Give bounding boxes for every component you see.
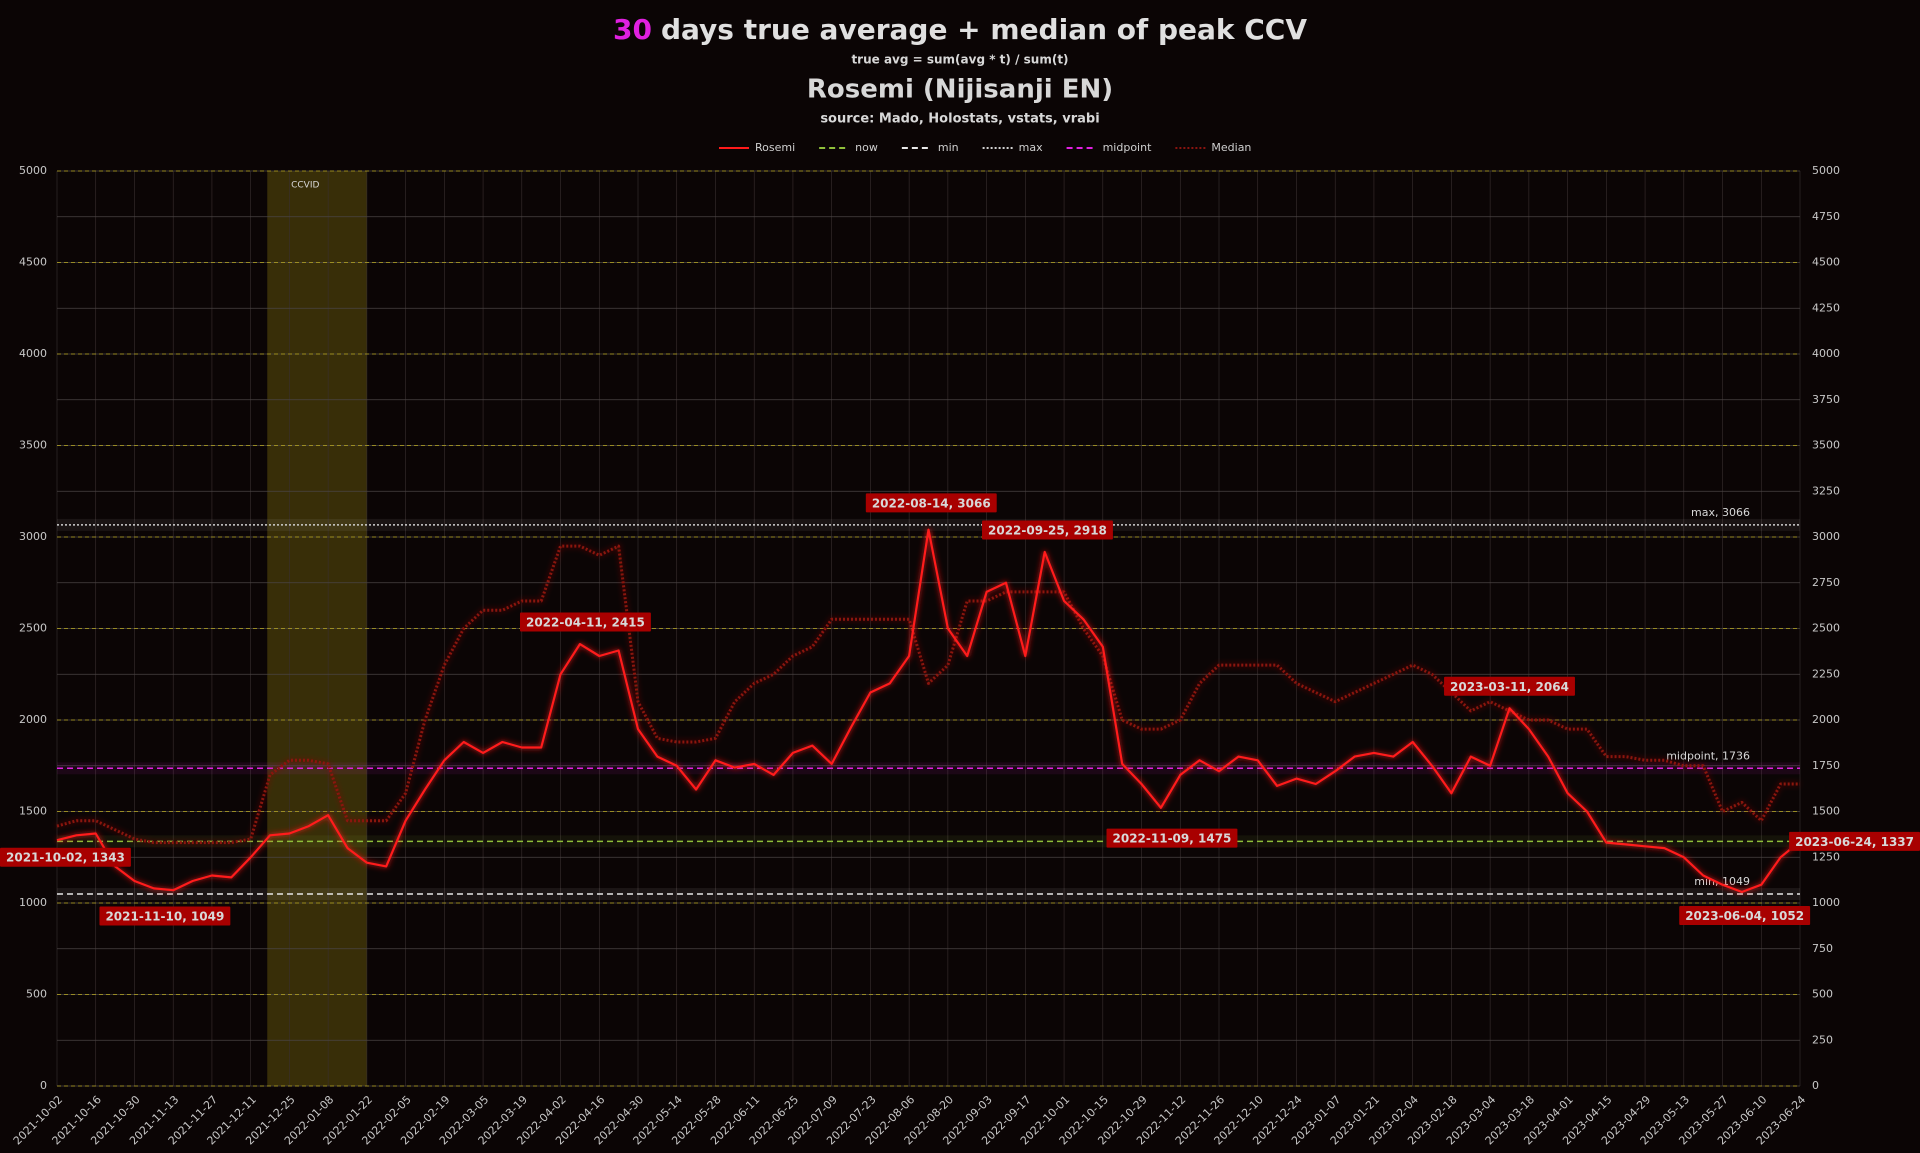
y2-tick-label: 2500 bbox=[1812, 622, 1840, 635]
y2-tick-label: 5000 bbox=[1812, 164, 1840, 177]
ref-line-label: midpoint, 1736 bbox=[1666, 749, 1750, 762]
ref-line-glow bbox=[57, 518, 1800, 531]
y2-tick-label: 250 bbox=[1812, 1033, 1833, 1046]
annotation-box bbox=[1789, 831, 1920, 851]
title-text: days true average + median of peak CCV bbox=[661, 13, 1307, 46]
chart-title: 30 days true average + median of peak CCV bbox=[613, 13, 1307, 46]
annotation-box bbox=[982, 520, 1113, 540]
y-tick-label: 500 bbox=[26, 988, 47, 1001]
channel-title: Rosemi (Nijisanji EN) bbox=[807, 75, 1113, 105]
annotation-box bbox=[1106, 828, 1238, 848]
y-tick-label: 5000 bbox=[19, 164, 47, 177]
y2-tick-label: 4000 bbox=[1812, 347, 1840, 360]
ref-line-label: min, 1049 bbox=[1694, 875, 1750, 888]
annotation-box bbox=[865, 493, 997, 513]
annotation-box bbox=[519, 612, 651, 632]
ref-line-label: max, 3066 bbox=[1691, 506, 1750, 519]
range-label: CCVID bbox=[291, 181, 319, 191]
y2-tick-label: 3000 bbox=[1812, 530, 1840, 543]
y-tick-label: 3000 bbox=[19, 530, 47, 543]
y2-tick-label: 2250 bbox=[1812, 667, 1840, 680]
annotation-box bbox=[1444, 676, 1575, 696]
source: source: Mado, Holostats, vstats, vrabi bbox=[820, 112, 1099, 127]
legend-label: midpoint bbox=[1103, 141, 1152, 154]
legend-label: min bbox=[938, 141, 959, 154]
y2-tick-label: 3750 bbox=[1812, 393, 1840, 406]
annotation: 2021-10-02, 1343 bbox=[0, 847, 131, 867]
annotation: 2022-04-11, 2415 bbox=[519, 612, 651, 632]
annotation-label: 2023-03-11, 2064 bbox=[1450, 680, 1569, 694]
y2-tick-label: 1750 bbox=[1812, 759, 1840, 772]
legend-label: now bbox=[855, 141, 878, 154]
annotation: 2023-06-04, 1052 bbox=[1679, 905, 1811, 925]
title-prefix: 30 bbox=[613, 13, 652, 46]
y2-tick-label: 1000 bbox=[1812, 896, 1840, 909]
y2-tick-label: 750 bbox=[1812, 942, 1833, 955]
y2-tick-label: 3250 bbox=[1812, 484, 1840, 497]
annotation-label: 2022-04-11, 2415 bbox=[526, 616, 645, 630]
y2-tick-label: 0 bbox=[1812, 1079, 1819, 1092]
y-tick-label: 4500 bbox=[19, 256, 47, 269]
annotation-box bbox=[99, 906, 231, 926]
annotation-label: 2022-09-25, 2918 bbox=[988, 524, 1107, 538]
annotation: 2021-11-10, 1049 bbox=[99, 906, 231, 926]
y2-tick-label: 1250 bbox=[1812, 850, 1840, 863]
y2-tick-label: 4750 bbox=[1812, 210, 1840, 223]
annotation-label: 2021-10-02, 1343 bbox=[6, 851, 125, 865]
annotation: 2023-06-24, 1337 bbox=[1789, 831, 1920, 851]
legend-label: Median bbox=[1211, 141, 1251, 154]
subtitle: true avg = sum(avg * t) / sum(t) bbox=[851, 53, 1068, 67]
annotation-box bbox=[1679, 905, 1811, 925]
annotation-label: 2022-11-09, 1475 bbox=[1113, 832, 1232, 846]
y2-tick-label: 3500 bbox=[1812, 439, 1840, 452]
y-tick-label: 0 bbox=[40, 1079, 47, 1092]
annotation: 2022-09-25, 2918 bbox=[982, 520, 1113, 540]
annotation-label: 2023-06-24, 1337 bbox=[1795, 835, 1914, 849]
legend-label: max bbox=[1019, 141, 1043, 154]
annotation: 2022-11-09, 1475 bbox=[1106, 828, 1238, 848]
annotation-label: 2022-08-14, 3066 bbox=[872, 496, 991, 510]
legend-label: Rosemi bbox=[755, 141, 795, 154]
y-tick-label: 1500 bbox=[19, 805, 47, 818]
y-tick-label: 1000 bbox=[19, 896, 47, 909]
y-tick-label: 4000 bbox=[19, 347, 47, 360]
y-tick-label: 3500 bbox=[19, 439, 47, 452]
annotation: 2023-03-11, 2064 bbox=[1444, 676, 1575, 696]
annotation-box bbox=[0, 847, 131, 867]
y2-tick-label: 500 bbox=[1812, 988, 1833, 1001]
y2-tick-label: 1500 bbox=[1812, 805, 1840, 818]
y-tick-label: 2000 bbox=[19, 713, 47, 726]
y2-tick-label: 2750 bbox=[1812, 576, 1840, 589]
series-line bbox=[56, 528, 1801, 894]
y2-tick-label: 4250 bbox=[1812, 301, 1840, 314]
y2-tick-label: 2000 bbox=[1812, 713, 1840, 726]
annotation: 2022-08-14, 3066 bbox=[865, 493, 997, 513]
annotation-label: 2021-11-10, 1049 bbox=[105, 910, 224, 924]
y-tick-label: 2500 bbox=[19, 622, 47, 635]
y2-tick-label: 4500 bbox=[1812, 256, 1840, 269]
annotation-label: 2023-06-04, 1052 bbox=[1685, 909, 1804, 923]
